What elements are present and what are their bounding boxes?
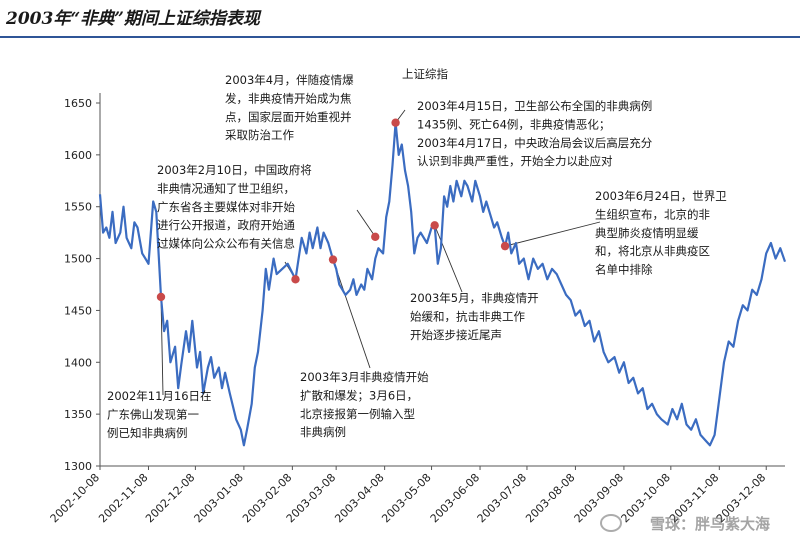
x-tick-label: 2002-10-08	[48, 471, 102, 525]
event-marker	[156, 292, 166, 302]
annotation-line: 扩散和爆发；3月6日，	[300, 388, 418, 402]
event-markers	[156, 118, 510, 302]
annotation-line: 2003年4月17日，中央政治局会议后高层充分	[417, 136, 653, 150]
annotation-line: 发，非典疫情开始成为焦	[225, 91, 352, 105]
y-tick-label: 1300	[64, 460, 92, 473]
annotation-text: 2002年11月16日在广东佛山发现第一例已知非典病例	[107, 389, 212, 440]
annotation-line: 2003年4月15日，卫生部公布全国的非典病例	[417, 99, 652, 113]
x-tick-label: 2003-05-08	[379, 471, 433, 525]
annotation-leader	[434, 225, 463, 293]
annotation-leaders	[160, 109, 601, 396]
annotation-layer: 2002年11月16日在广东佛山发现第一例已知非典病例 2003年2月10日，中国…	[107, 73, 727, 440]
y-tick-label: 1400	[64, 356, 92, 369]
y-tick-label: 1550	[64, 201, 92, 214]
annotation-text: 2003年5月，非典疫情开始缓和，抗击非典工作开始逐步接近尾声	[410, 291, 539, 342]
annotation-line: 例已知非典病例	[107, 426, 188, 440]
series-layer	[98, 121, 787, 447]
x-tick-label: 2002-11-08	[96, 471, 150, 525]
chart-title: 上证综指	[402, 67, 448, 81]
annotation-line: 名单中排除	[595, 263, 653, 277]
annotation-line: 2003年2月10日，中国政府将	[157, 163, 312, 177]
series-line	[98, 121, 787, 447]
event-marker	[500, 241, 510, 251]
title-divider	[0, 36, 800, 38]
annotation-line: 过媒体向公众公布有关信息	[157, 237, 295, 251]
y-tick-label: 1600	[64, 149, 92, 162]
annotation-line: 1435例、死亡64例，非典疫情恶化；	[417, 117, 610, 131]
x-tick-label: 2003-06-08	[428, 471, 482, 525]
annotation-text: 2003年4月，伴随疫情爆发，非典疫情开始成为焦点，国家层面开始重视并采取防治工…	[225, 73, 354, 142]
annotation-line: 非典情况通知了世卫组织，	[157, 181, 295, 195]
x-tick-label: 2003-04-08	[332, 471, 386, 525]
camera-icon	[600, 514, 622, 532]
annotation-line: 广东佛山发现第一	[107, 407, 199, 421]
annotation-line: 认识到非典严重性，开始全力以赴应对	[417, 154, 613, 168]
annotation-line: 2003年6月24日，世界卫	[595, 189, 727, 203]
annotation-line: 开始逐步接近尾声	[410, 328, 502, 342]
x-tick-label: 2002-12-08	[143, 471, 197, 525]
annotation-line: 2003年5月，非典疫情开	[410, 291, 539, 305]
annotation-line: 生组织宣布，北京的非	[595, 207, 710, 221]
y-tick-label: 1650	[64, 97, 92, 110]
annotation-text: 2003年6月24日，世界卫生组织宣布，北京的非典型肺炎疫情明显缓和，将北京从非…	[595, 189, 727, 277]
event-marker	[371, 232, 380, 241]
event-marker	[328, 255, 338, 264]
event-marker	[291, 275, 300, 284]
annotation-text: 2003年3月非典疫情开始扩散和爆发；3月6日， 北京接报第一例输入型非典病例	[300, 370, 429, 439]
watermark: 雪球：胖鸟紫大海	[649, 515, 770, 533]
x-tick-label: 2003-08-08	[523, 471, 577, 525]
page-title: 2003年“非典”期间上证综指表现	[6, 9, 260, 29]
x-tick-label: 2003-01-08	[192, 471, 246, 525]
annotation-line: 2003年3月非典疫情开始	[300, 370, 429, 384]
annotation-line: 北京接报第一例输入型	[300, 407, 415, 421]
annotation-text: 2003年2月10日，中国政府将非典情况通知了世卫组织， 广东省各主要媒体对非开始…	[157, 163, 312, 251]
annotation-line: 进行公开报道，政府开始通	[157, 218, 295, 232]
annotation-line: 广东省各主要媒体对非开始	[157, 200, 295, 214]
annotation-line: 点，国家层面开始重视并	[225, 110, 352, 124]
y-tick-label: 1450	[64, 304, 92, 317]
annotation-line: 始缓和，抗击非典工作	[410, 309, 525, 323]
annotation-leader	[160, 296, 164, 396]
event-marker	[391, 118, 400, 127]
annotation-line: 非典病例	[300, 425, 346, 439]
annotation-line: 和，将北京从非典疫区	[595, 244, 710, 258]
y-tick-label: 1500	[64, 253, 92, 266]
annotation-line: 典型肺炎疫情明显缓	[595, 226, 699, 240]
y-tick-label: 1350	[64, 408, 92, 421]
x-tick-label: 2003-07-08	[475, 471, 529, 525]
annotation-leader	[504, 221, 601, 247]
annotation-line: 2003年4月，伴随疫情爆	[225, 73, 354, 87]
event-marker	[430, 221, 439, 230]
annotation-leader	[332, 259, 371, 369]
annotation-leader	[356, 209, 376, 238]
annotation-line: 2002年11月16日在	[107, 389, 212, 403]
annotation-line: 采取防治工作	[225, 128, 294, 142]
annotation-text: 2003年4月15日，卫生部公布全国的非典病例 1435例、死亡64例，非典疫情恶…	[417, 99, 653, 168]
